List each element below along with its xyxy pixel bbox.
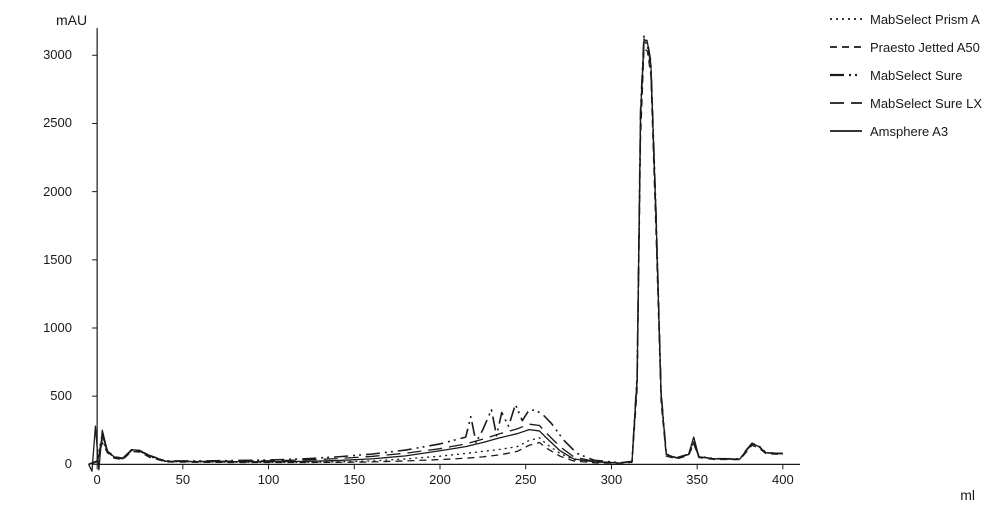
legend-swatch-icon [830,69,862,81]
legend-item-mabselect-sure: MabSelect Sure [830,64,982,86]
y-axis-label: mAU [56,12,87,28]
x-tick-350: 350 [682,472,712,487]
series-mabselect-prism-a [89,44,783,464]
legend-swatch-icon [830,13,862,25]
y-tick-1000: 1000 [30,320,72,335]
x-tick-400: 400 [768,472,798,487]
legend-label: MabSelect Prism A [870,12,980,27]
legend-swatch-icon [830,41,862,53]
x-tick-0: 0 [82,472,112,487]
y-tick-1500: 1500 [30,252,72,267]
chart-container: mAU ml 0 500 1000 1500 2000 2500 3000 0 50 100 15… [0,0,1000,527]
legend-label: MabSelect Sure [870,68,963,83]
y-tick-2000: 2000 [30,184,72,199]
legend-item-mabselect-prism-a: MabSelect Prism A [830,8,982,30]
series-amsphere-a3 [89,39,783,471]
legend-item-amsphere-a3: Amsphere A3 [830,120,982,142]
legend-swatch-icon [830,125,862,137]
series-praesto-jetted-a50 [89,48,783,464]
y-tick-3000: 3000 [30,47,72,62]
series-mabselect-sure-lx [89,42,783,465]
legend-item-praesto-jetted-a50: Praesto Jetted A50 [830,36,982,58]
x-tick-100: 100 [254,472,284,487]
legend-label: MabSelect Sure LX [870,96,982,111]
legend-label: Amsphere A3 [870,124,948,139]
chart-plot-area [80,28,800,478]
x-axis-label: ml [960,487,975,503]
legend-label: Praesto Jetted A50 [870,40,980,55]
x-tick-300: 300 [596,472,626,487]
series-mabselect-sure [89,36,783,464]
x-tick-150: 150 [339,472,369,487]
x-tick-50: 50 [168,472,198,487]
legend-swatch-icon [830,97,862,109]
y-tick-2500: 2500 [30,115,72,130]
y-tick-0: 0 [30,456,72,471]
chart-legend: MabSelect Prism A Praesto Jetted A50 MabSe… [830,8,982,148]
x-tick-200: 200 [425,472,455,487]
y-tick-500: 500 [30,388,72,403]
x-tick-250: 250 [511,472,541,487]
legend-item-mabselect-sure-lx: MabSelect Sure LX [830,92,982,114]
